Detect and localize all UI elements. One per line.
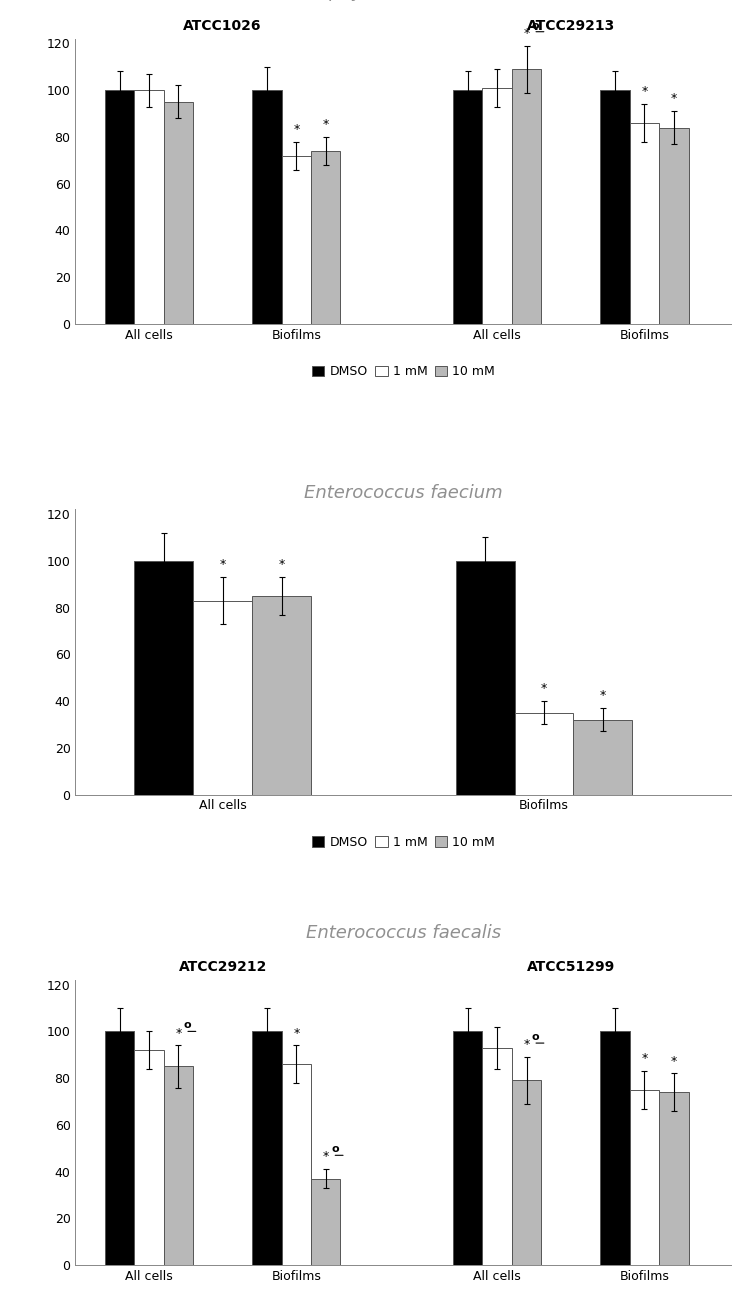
Text: *: * xyxy=(293,1026,299,1039)
Text: *: * xyxy=(523,1038,529,1051)
Text: *: * xyxy=(219,558,225,572)
Bar xyxy=(659,128,688,324)
Text: *: * xyxy=(671,93,677,106)
Bar xyxy=(252,90,281,324)
Text: *: * xyxy=(599,689,606,702)
Bar xyxy=(512,70,541,324)
Bar xyxy=(630,123,659,324)
Text: o: o xyxy=(532,1032,540,1042)
Bar xyxy=(514,713,573,794)
Text: *: * xyxy=(323,117,329,132)
Bar xyxy=(453,1032,483,1265)
Bar xyxy=(600,90,630,324)
Text: ATCC51299: ATCC51299 xyxy=(526,961,615,975)
Bar xyxy=(453,90,483,324)
Text: *: * xyxy=(176,1026,182,1039)
Bar xyxy=(134,90,164,324)
Text: *: * xyxy=(641,85,648,98)
Title: Enterococcus faecium: Enterococcus faecium xyxy=(304,484,503,502)
Bar xyxy=(630,1090,659,1265)
Bar xyxy=(193,600,252,794)
Bar xyxy=(281,156,311,324)
Text: o: o xyxy=(331,1144,339,1154)
Bar xyxy=(512,1081,541,1265)
Text: *: * xyxy=(278,558,285,572)
Legend: DMSO, 1 mM, 10 mM: DMSO, 1 mM, 10 mM xyxy=(307,360,500,383)
Bar xyxy=(252,596,311,794)
Bar xyxy=(134,560,193,794)
Title: Enterococcus faecalis: Enterococcus faecalis xyxy=(306,924,501,942)
Text: *: * xyxy=(323,1150,329,1163)
Bar xyxy=(252,1032,281,1265)
Text: ATCC29212: ATCC29212 xyxy=(179,961,267,975)
Text: o: o xyxy=(532,21,540,31)
Bar xyxy=(105,1032,134,1265)
Text: ATCC1026: ATCC1026 xyxy=(183,19,262,34)
Bar xyxy=(483,1048,512,1265)
Bar xyxy=(483,88,512,324)
Bar xyxy=(311,1179,341,1265)
Bar xyxy=(164,1066,193,1265)
Text: *: * xyxy=(671,1055,677,1068)
Bar xyxy=(600,1032,630,1265)
Bar xyxy=(281,1064,311,1265)
Text: *: * xyxy=(541,682,547,696)
Bar xyxy=(105,90,134,324)
Bar xyxy=(311,151,341,324)
Text: o: o xyxy=(184,1020,192,1030)
Bar xyxy=(659,1092,688,1265)
Bar xyxy=(134,1050,164,1265)
Bar xyxy=(455,560,514,794)
Text: *: * xyxy=(641,1052,648,1065)
Legend: DMSO, 1 mM, 10 mM: DMSO, 1 mM, 10 mM xyxy=(307,831,500,853)
Bar xyxy=(573,720,633,794)
Bar xyxy=(164,102,193,324)
Text: *: * xyxy=(293,123,299,136)
Text: ATCC29213: ATCC29213 xyxy=(526,19,615,34)
Text: *: * xyxy=(523,27,529,40)
